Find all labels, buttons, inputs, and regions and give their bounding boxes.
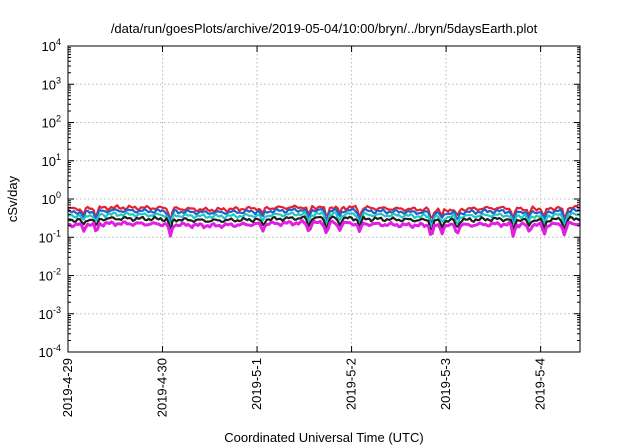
x-axis-label: Coordinated Universal Time (UTC) bbox=[224, 430, 423, 445]
series-line bbox=[67, 210, 581, 230]
x-tick-label: 2019-5-3 bbox=[438, 358, 453, 410]
y-tick-label: 10-3 bbox=[39, 305, 61, 322]
chart-title: /data/run/goesPlots/archive/2019-05-04/1… bbox=[111, 21, 538, 36]
y-tick-label: 10-4 bbox=[39, 343, 61, 360]
x-tick-label: 2019-5-4 bbox=[533, 358, 548, 410]
y-tick-label: 103 bbox=[42, 75, 61, 92]
x-tick-label: 2019-5-2 bbox=[344, 358, 359, 410]
series-line bbox=[67, 207, 581, 226]
x-tick-label: 2019-4-30 bbox=[155, 358, 170, 417]
y-axis-label: cSv/day bbox=[5, 175, 20, 222]
grid bbox=[67, 46, 580, 352]
x-tick-label: 2019-5-1 bbox=[249, 358, 264, 410]
y-tick-label: 100 bbox=[42, 190, 61, 207]
series-line bbox=[67, 219, 581, 238]
y-tick-label: 10-1 bbox=[39, 228, 61, 245]
y-tick-label: 101 bbox=[42, 152, 61, 169]
x-axis: 2019-4-29 2019-4-30 2019-5-1 2019-5-2 2019-5… bbox=[60, 46, 548, 417]
series-layer bbox=[67, 204, 581, 238]
y-tick-label: 102 bbox=[42, 114, 61, 131]
x-tick-label: 2019-4-29 bbox=[60, 358, 75, 417]
y-tick-label: 104 bbox=[42, 37, 61, 54]
y-tick-label: 10-2 bbox=[39, 267, 61, 284]
series-line bbox=[67, 204, 581, 223]
series-line bbox=[67, 215, 581, 234]
